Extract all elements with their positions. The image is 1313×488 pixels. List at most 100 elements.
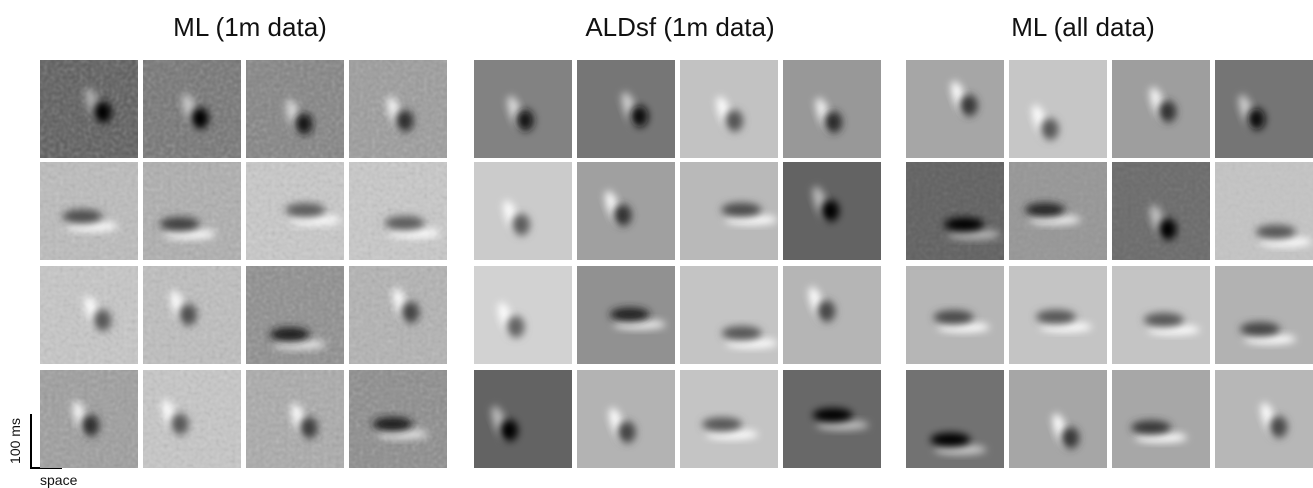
rf-off xyxy=(171,413,189,435)
rf-tile xyxy=(1215,162,1313,260)
tile-bg xyxy=(1112,370,1210,468)
tile-bg xyxy=(1215,266,1313,364)
rf-off xyxy=(725,110,743,132)
rf-off xyxy=(1025,203,1065,217)
rf-off xyxy=(1159,218,1177,240)
rf-tile xyxy=(783,370,881,468)
rf-tile xyxy=(680,266,778,364)
tile-noise xyxy=(143,162,241,260)
rf-off xyxy=(270,327,310,341)
rf-tile xyxy=(906,162,1004,260)
rf-tile xyxy=(40,60,138,158)
rf-tile xyxy=(349,60,447,158)
rf-off xyxy=(817,300,835,322)
rf-off xyxy=(1256,225,1296,239)
tile-noise xyxy=(906,162,1004,260)
tile-noise xyxy=(1112,162,1210,260)
rf-off xyxy=(512,214,530,236)
rf-on xyxy=(726,338,778,348)
rf-on xyxy=(289,215,341,225)
rf-off xyxy=(191,107,209,129)
rf-off xyxy=(610,307,650,321)
rf-tile xyxy=(246,60,344,158)
rf-tile xyxy=(474,60,572,158)
rf-tile xyxy=(1112,370,1210,468)
rf-off xyxy=(93,309,111,331)
rf-tile xyxy=(143,266,241,364)
rf-off xyxy=(934,310,974,324)
rf-off xyxy=(160,217,200,231)
rf-tile xyxy=(1009,370,1107,468)
rf-tile xyxy=(1215,266,1313,364)
rf-off xyxy=(1036,310,1076,324)
rf-off xyxy=(702,417,742,431)
rf-off xyxy=(401,301,419,323)
rf-tile xyxy=(783,162,881,260)
rf-off xyxy=(62,209,102,223)
rf-tile xyxy=(1215,60,1313,158)
rf-tile xyxy=(40,266,138,364)
rf-tile xyxy=(1009,162,1107,260)
rf-on xyxy=(274,339,326,349)
rf-off xyxy=(1247,108,1265,130)
tile-bg xyxy=(577,370,675,468)
rf-on xyxy=(66,221,118,231)
rf-off xyxy=(300,417,318,439)
rf-off xyxy=(1144,313,1184,327)
rf-tile xyxy=(577,370,675,468)
rf-tile xyxy=(906,60,1004,158)
rf-tile xyxy=(474,162,572,260)
rf-on xyxy=(1135,432,1187,442)
rf-off xyxy=(1041,118,1059,140)
rf-off xyxy=(1158,101,1176,123)
panel-title: ML (1m data) xyxy=(173,12,327,42)
rf-tile xyxy=(1112,60,1210,158)
rf-tile xyxy=(40,162,138,260)
panel-title: ALDsf (1m data) xyxy=(585,12,774,42)
rf-tile xyxy=(577,162,675,260)
rf-off xyxy=(179,304,197,326)
rf-tile xyxy=(349,162,447,260)
tile-bg xyxy=(474,266,572,364)
rf-tile xyxy=(906,370,1004,468)
rf-on xyxy=(1244,334,1296,344)
rf-on xyxy=(1148,325,1200,335)
rf-off xyxy=(930,433,970,447)
rf-on xyxy=(938,322,990,332)
rf-on xyxy=(164,229,216,239)
rf-tile xyxy=(1112,162,1210,260)
rf-tile xyxy=(906,266,1004,364)
rf-off xyxy=(396,110,414,132)
rf-off xyxy=(295,113,313,135)
rf-tile xyxy=(680,370,778,468)
rf-off xyxy=(813,408,853,422)
rf-tile xyxy=(1009,266,1107,364)
time-label: 100 ms xyxy=(7,418,23,464)
rf-tile xyxy=(246,370,344,468)
rf-off xyxy=(630,105,648,127)
rf-off xyxy=(516,109,534,131)
rf-tile xyxy=(40,370,138,468)
rf-tile xyxy=(783,266,881,364)
rf-on xyxy=(725,215,777,225)
figure: ML (1m data) ALDsf (1m data) ML (all dat… xyxy=(0,0,1313,488)
tile-grid xyxy=(40,60,1313,468)
rf-tile xyxy=(577,60,675,158)
rf-off xyxy=(960,95,978,117)
rf-on xyxy=(1040,322,1092,332)
rf-tile xyxy=(1215,370,1313,468)
rf-on xyxy=(948,230,1000,240)
rf-tile xyxy=(143,370,241,468)
rf-off xyxy=(722,326,762,340)
rf-tile xyxy=(349,370,447,468)
rf-off xyxy=(721,203,761,217)
rf-tile xyxy=(474,370,572,468)
rf-off xyxy=(500,419,518,441)
rf-tile xyxy=(577,266,675,364)
rf-tile xyxy=(1112,266,1210,364)
rf-on xyxy=(377,429,429,439)
rf-tile xyxy=(246,162,344,260)
rf-on xyxy=(389,228,441,238)
rf-tile xyxy=(143,60,241,158)
rf-off xyxy=(944,218,984,232)
